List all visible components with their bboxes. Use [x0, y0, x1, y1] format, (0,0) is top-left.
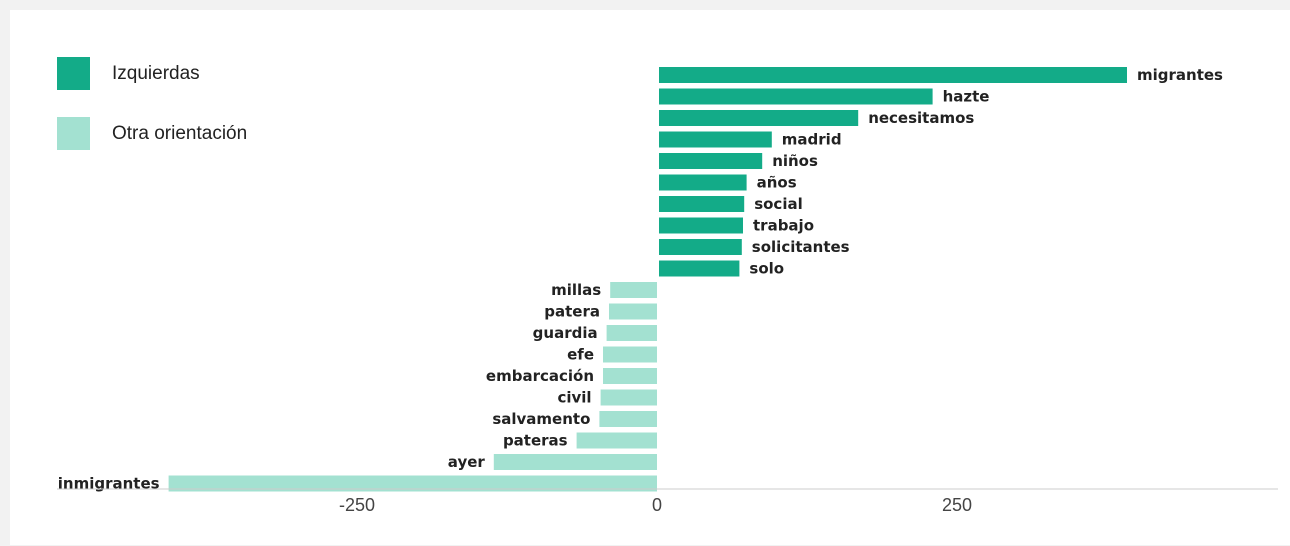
x-tick-label: 250: [942, 495, 972, 515]
bar-label-trabajo: trabajo: [753, 217, 814, 235]
bar-trabajo: [659, 217, 743, 234]
bar-label-social: social: [754, 195, 803, 213]
legend-label-otra: Otra orientación: [112, 122, 248, 144]
bars-layer: [168, 67, 1127, 492]
bar-label-años: años: [757, 174, 797, 192]
bar-civil: [600, 389, 657, 406]
bar-necesitamos: [659, 110, 859, 126]
bar-label-salvamento: salvamento: [492, 410, 590, 428]
bar-label-civil: civil: [557, 389, 591, 407]
bar-pateras: [576, 432, 657, 449]
bar-inmigrantes: [168, 475, 657, 492]
bar-label-embarcación: embarcación: [486, 367, 594, 385]
bar-millas: [610, 282, 657, 298]
legend-swatch-otra: [57, 117, 90, 150]
bar-salvamento: [599, 411, 657, 427]
bar-label-guardia: guardia: [533, 324, 598, 342]
legend-label-izquierdas: Izquierdas: [112, 62, 200, 84]
bar-solicitantes: [659, 239, 742, 255]
bar-label-solicitantes: solicitantes: [752, 238, 850, 256]
legend-swatch-izquierdas: [57, 57, 90, 90]
bar-label-solo: solo: [749, 260, 784, 278]
bar-label-patera: patera: [544, 303, 600, 321]
bar-migrantes: [659, 67, 1127, 83]
bar-embarcación: [603, 368, 657, 384]
bar-madrid: [659, 131, 772, 148]
bar-solo: [659, 260, 740, 277]
bar-niños: [659, 153, 763, 169]
bar-label-pateras: pateras: [503, 432, 568, 450]
bar-label-niños: niños: [772, 152, 818, 170]
bar-años: [659, 174, 747, 191]
bar-label-efe: efe: [567, 346, 594, 364]
bar-label-migrantes: migrantes: [1137, 66, 1223, 84]
bar-label-millas: millas: [551, 281, 601, 299]
x-tick-label: 0: [652, 495, 662, 515]
bar-ayer: [493, 454, 657, 470]
bar-efe: [603, 346, 657, 363]
x-axis: -250 0 250: [57, 488, 1278, 515]
labels-layer: migrantes hazte necesitamos madrid niños años…: [58, 66, 1223, 493]
bar-guardia: [606, 325, 657, 341]
legend-item-otra: Otra orientación: [57, 117, 247, 150]
legend-item-izquierdas: Izquierdas: [57, 57, 200, 90]
bar-label-necesitamos: necesitamos: [868, 109, 974, 127]
bar-social: [659, 196, 745, 212]
bar-label-ayer: ayer: [448, 453, 486, 471]
bar-label-hazte: hazte: [943, 88, 990, 106]
bar-label-inmigrantes: inmigrantes: [58, 475, 160, 493]
bar-label-madrid: madrid: [782, 131, 842, 149]
bar-patera: [609, 303, 657, 320]
bar-hazte: [659, 88, 933, 105]
x-tick-label: -250: [339, 495, 375, 515]
